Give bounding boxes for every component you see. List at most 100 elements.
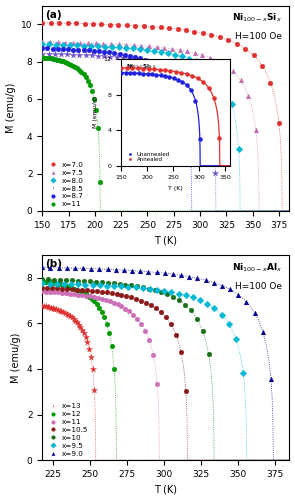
Point: [83, 334, 88, 342]
Point: [82, 290, 87, 298]
Point: [108, 52, 113, 60]
Y-axis label: M (emu/g): M (emu/g): [6, 83, 16, 134]
Point: [183, 386, 188, 394]
Point: [91, 94, 96, 102]
Point: [243, 44, 248, 52]
Point: [40, 284, 45, 292]
Point: [158, 60, 162, 68]
Point: [90, 366, 95, 374]
Point: [154, 43, 159, 51]
Point: [102, 48, 106, 56]
Point: [91, 47, 96, 55]
Point: [60, 289, 65, 297]
Text: H=100 Oe: H=100 Oe: [235, 32, 282, 41]
Point: [50, 304, 55, 312]
Text: Ni$_{100-x}$Al$_x$: Ni$_{100-x}$Al$_x$: [232, 261, 282, 274]
Point: [54, 40, 59, 48]
Point: [127, 307, 132, 315]
Point: [99, 20, 104, 28]
Point: [96, 52, 100, 60]
Point: [77, 51, 82, 59]
Point: [104, 320, 109, 328]
Point: [81, 70, 86, 78]
Point: [154, 268, 159, 276]
Point: [201, 61, 206, 69]
Point: [179, 90, 184, 98]
Point: [43, 302, 48, 310]
Point: [87, 344, 91, 352]
Point: [154, 304, 158, 312]
Point: [219, 282, 224, 290]
Point: [81, 264, 86, 272]
Point: [48, 19, 53, 27]
Point: [138, 45, 143, 53]
Point: [153, 60, 158, 68]
Point: [117, 280, 122, 288]
Point: [50, 284, 55, 292]
Point: [173, 50, 178, 58]
Point: [48, 288, 53, 296]
Point: [203, 276, 208, 284]
Point: [52, 55, 57, 63]
Point: [201, 92, 205, 100]
Point: [192, 28, 197, 36]
Point: [50, 44, 55, 52]
Point: [231, 68, 235, 76]
Point: [56, 288, 60, 296]
Point: [55, 45, 60, 53]
Point: [165, 290, 169, 298]
Point: [150, 23, 155, 31]
Point: [60, 45, 65, 53]
Point: [252, 309, 257, 317]
Point: [75, 42, 80, 50]
Point: [47, 280, 52, 287]
Point: [75, 64, 80, 72]
Point: [65, 19, 70, 27]
Point: [139, 42, 144, 50]
Point: [149, 301, 153, 309]
Point: [109, 40, 113, 48]
Point: [40, 276, 45, 283]
Point: [147, 336, 152, 344]
Point: [40, 50, 45, 58]
Point: [84, 286, 89, 294]
Point: [130, 266, 135, 274]
Point: [107, 48, 112, 56]
Point: [139, 320, 144, 328]
Point: [104, 288, 109, 296]
Point: [82, 20, 87, 28]
Point: [183, 26, 188, 34]
Text: (a): (a): [45, 10, 61, 20]
Point: [167, 24, 171, 32]
Point: [236, 144, 241, 152]
Point: [78, 39, 83, 47]
Point: [50, 279, 55, 287]
Point: [54, 56, 59, 64]
Point: [124, 41, 129, 49]
Point: [76, 46, 81, 54]
Point: [127, 52, 132, 60]
Point: [226, 36, 231, 44]
Point: [115, 300, 120, 308]
Point: [71, 50, 76, 58]
Point: [93, 40, 98, 48]
Point: [126, 283, 131, 291]
Point: [148, 285, 152, 293]
Point: [234, 336, 238, 344]
Point: [64, 276, 68, 284]
Point: [129, 294, 134, 302]
Point: [55, 38, 60, 46]
Point: [171, 270, 175, 278]
Point: [66, 45, 71, 53]
Point: [101, 40, 106, 48]
Point: [97, 304, 101, 312]
Point: [187, 272, 192, 280]
Point: [228, 286, 232, 294]
Point: [71, 62, 76, 70]
Point: [69, 280, 73, 288]
Point: [182, 70, 187, 78]
Point: [47, 40, 52, 48]
Point: [47, 38, 52, 46]
Point: [109, 342, 114, 350]
X-axis label: T (K): T (K): [154, 235, 177, 245]
